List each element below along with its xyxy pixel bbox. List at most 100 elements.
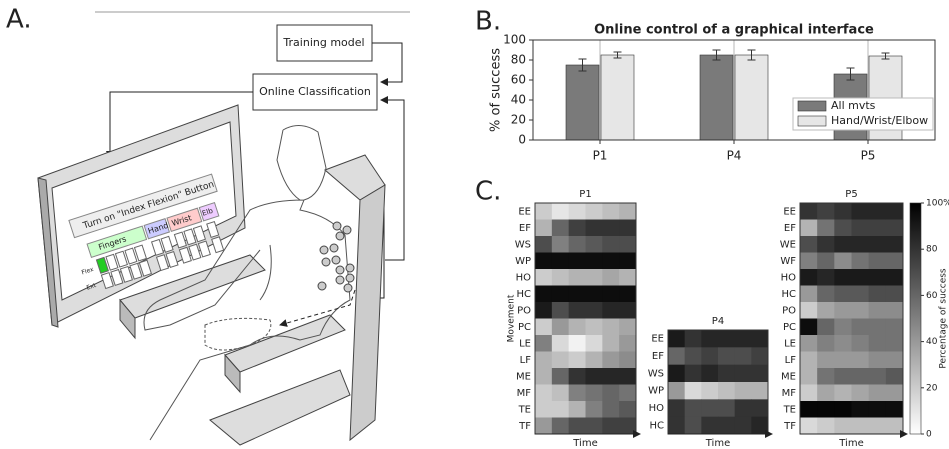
heatmap-cell [602,318,620,336]
colorbar-tick-label: 80 [926,245,938,255]
heatmap-cell [551,335,570,352]
heatmap-cell [734,399,752,418]
heatmap-cell [684,399,702,418]
heatmap-cell [619,368,637,385]
heatmap-cell [684,347,702,366]
heatmap-cell [619,351,637,369]
heatmap-cell [868,252,887,270]
heatmap-cell [568,368,586,385]
heatmap-cell [800,252,818,270]
heatmap-cell [868,302,887,319]
heatmap-cell [868,351,887,369]
row-label: TF [783,421,796,432]
monitor-side [37,177,59,328]
heatmap-cell [868,236,887,253]
heatmap-cell [535,318,553,336]
heatmap-cell [602,384,620,402]
heatmap-cell [885,252,904,270]
heatmap-cell [602,351,620,369]
heatmap-cell [817,219,835,237]
row-label: LF [520,355,532,366]
heatmap-cell [535,351,553,369]
heatmap-cell [535,236,553,253]
heatmap-cell [535,203,553,220]
heatmap-cell [751,330,769,348]
heatmap-cell [551,269,570,286]
row-label: LE [784,338,796,349]
heatmap-cell [619,219,637,237]
heatmap-cell [851,318,870,336]
heatmap-cell [585,351,603,369]
heatmap-cell [551,252,570,270]
heatmap-cell [834,252,852,270]
heatmap-cell [834,401,852,418]
row-label: TF [518,421,531,432]
x-tick-label: P5 [861,149,876,163]
heatmap-cell [701,347,719,366]
box-label: Online Classification [259,85,371,98]
heatmap-cell [668,347,686,366]
heatmap-cell [568,285,586,303]
heatmap-cell [885,236,904,253]
heatmap-cell [619,401,637,418]
heatmap-cell [885,269,904,286]
heatmap-cell [817,417,835,435]
plot-frame [532,39,936,141]
heatmap-cell [885,335,904,352]
heatmap-cell [701,364,719,383]
row-label: WP [648,386,664,397]
heatmap-cell [851,335,870,352]
heatmap-cell [551,219,570,237]
heatmap-cell [817,252,835,270]
heatmap-cell [734,416,752,435]
row-label: MF [517,388,532,399]
heatmap-cell [585,384,603,402]
heatmap-cell [535,384,553,402]
heatmap-cell [568,417,586,435]
heatmap-cell [751,399,769,418]
row-label: Ext [86,282,98,292]
heatmap-cell [800,368,818,385]
heatmap-cell [619,384,637,402]
heatmap-cell [800,285,818,303]
heatmap-cell [602,236,620,253]
heatmap-cell [817,401,835,418]
heatmap-cell [868,368,887,385]
heatmap-cell [718,347,736,366]
heatmap-cell [851,269,870,286]
heatmap-cell [684,382,702,400]
heatmap-cell [619,269,637,286]
heatmap-cell [834,417,852,435]
error-bar [747,49,756,61]
arrow [279,289,356,327]
heatmap-cell [684,416,702,435]
electrodes [317,221,355,293]
heatmap-cell [684,364,702,383]
heatmap-cell [800,384,818,402]
heatmap-cell [535,219,553,237]
row-label: HC [649,420,664,431]
heatmap-cell [602,368,620,385]
heatmap-cell [619,236,637,253]
error-bar [613,51,622,59]
y-axis-label: % of success [489,48,504,132]
heatmap-cell [535,335,553,352]
x-axis-label: Time [572,438,597,449]
heatmap-cell [551,285,570,303]
heatmap-cell [619,302,637,319]
heatmap-cell [535,368,553,385]
heatmap-cell [868,417,887,435]
heatmap-cell [585,219,603,237]
heatmap-cell [817,318,835,336]
y-tick-label: 0 [518,133,526,147]
panel-a: A. Training model Online Classification … [6,5,410,446]
heatmap-cell [868,401,887,418]
heatmap-cell [602,203,620,220]
error-bar [881,52,890,60]
heatmap-cell [568,335,586,352]
heatmap-cell [585,368,603,385]
heatmap-cell [800,351,818,369]
row-label: HO [781,272,797,283]
heatmap-cell [817,285,835,303]
heatmap-cell [868,335,887,352]
